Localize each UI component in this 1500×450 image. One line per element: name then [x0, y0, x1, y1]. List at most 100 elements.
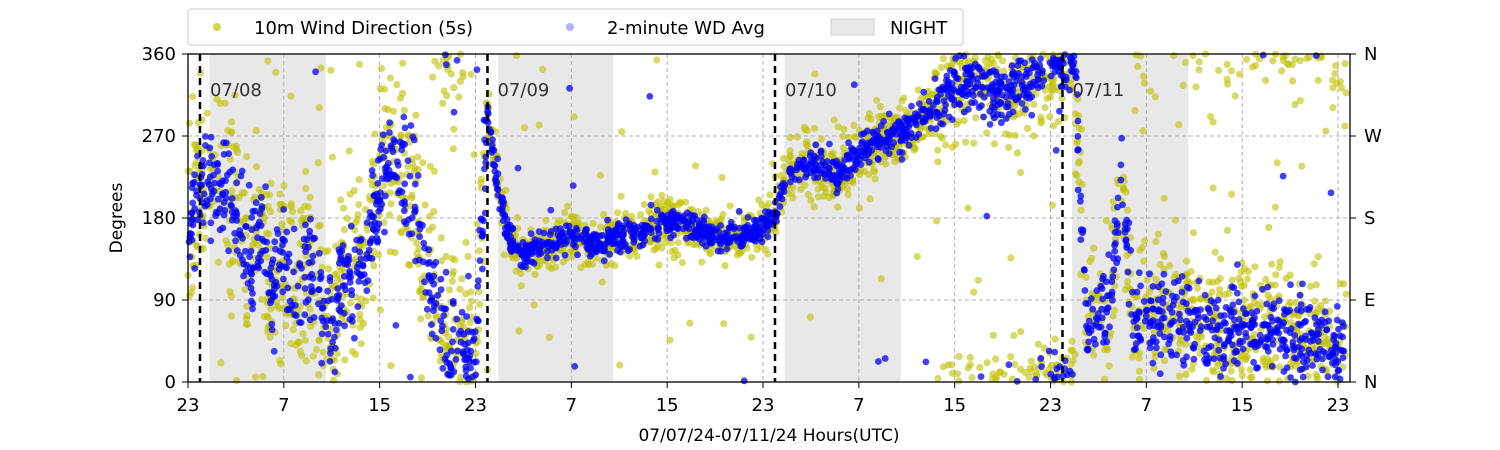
- point-wd5s-1956: [1124, 206, 1132, 214]
- point-wd2m-635: [1005, 361, 1013, 369]
- point-wd5s-1174: [1176, 372, 1184, 380]
- point-wd5s-1721: [1278, 67, 1286, 75]
- point-wd5s-2314: [327, 325, 335, 333]
- point-wd5s-544: [414, 153, 422, 161]
- x-tick-label-2: 15: [368, 395, 391, 416]
- point-wd2m-1392: [1069, 371, 1076, 378]
- point-wd2m-1895: [800, 165, 808, 173]
- point-wd2m-1253: [1314, 337, 1322, 345]
- point-wd5s-1851: [242, 214, 250, 222]
- point-wd2m-1705: [897, 125, 905, 133]
- point-wd2m-1885: [348, 317, 356, 325]
- point-wd2m-1437: [396, 138, 404, 146]
- point-wd2m-1288: [1129, 332, 1137, 339]
- point-wd5s-179: [804, 191, 812, 199]
- point-wd2m-2013: [476, 226, 483, 234]
- point-wd2m-2171: [863, 127, 871, 135]
- point-wd5s-2529: [1189, 52, 1197, 60]
- point-wd2m-2028: [877, 122, 885, 130]
- point-wd5s-2463: [249, 241, 257, 249]
- x-tick-label-1: 7: [278, 395, 289, 416]
- point-wd2m-25: [280, 275, 287, 283]
- point-wd5s-684: [266, 191, 274, 199]
- point-wd5s-2061: [451, 256, 459, 264]
- point-wd2m-367: [440, 312, 448, 319]
- point-wd5s-711: [1206, 113, 1215, 121]
- point-wd5s-2383: [459, 69, 467, 77]
- point-wd5s-1813: [298, 352, 306, 360]
- point-wd2m-494: [986, 121, 994, 128]
- point-wd5s-1487: [651, 168, 659, 176]
- point-wd2m-2059: [309, 275, 317, 282]
- point-wd5s-1824: [1037, 119, 1045, 127]
- point-wd5s-1547: [618, 128, 626, 136]
- point-wd2m-2184: [1179, 324, 1187, 331]
- point-wd5s-1938: [698, 258, 706, 266]
- point-wd2m-1017: [323, 317, 331, 324]
- point-wd2m-1207: [1268, 363, 1276, 370]
- point-wd2m-1607: [270, 347, 278, 355]
- point-wd2m-352: [315, 300, 322, 308]
- point-wd2m-1989: [1130, 346, 1138, 353]
- point-wd5s-2486: [397, 131, 405, 139]
- point-wd2m-1687: [196, 181, 204, 188]
- point-wd5s-1621: [650, 246, 658, 254]
- point-wd2m-2123: [490, 161, 498, 169]
- point-wd2m-2020: [1168, 309, 1176, 316]
- point-wd2m-1389: [306, 316, 314, 324]
- point-wd2m-2186: [1266, 325, 1274, 333]
- point-wd2m-183: [268, 326, 276, 334]
- point-wd5s-2411: [273, 302, 281, 310]
- point-wd2m-2077: [191, 265, 199, 272]
- point-wd5s-2188: [1101, 346, 1109, 354]
- point-wd2m-1730: [1005, 78, 1013, 86]
- point-wd5s-787: [1303, 54, 1311, 63]
- point-wd5s-2336: [953, 120, 961, 128]
- point-wd5s-2557: [1298, 162, 1306, 170]
- point-wd5s-2492: [287, 340, 295, 348]
- point-wd2m-1741: [1135, 332, 1143, 340]
- point-wd5s-2204: [1075, 159, 1083, 167]
- point-wd2m-1523: [449, 326, 457, 333]
- point-wd5s-2503: [810, 124, 819, 132]
- point-wd2m-2076: [977, 90, 984, 98]
- x-tick-label-8: 15: [943, 395, 966, 416]
- point-wd2m-1448: [907, 129, 915, 137]
- point-wd2m-2093: [657, 218, 664, 226]
- point-wd2m-396: [207, 219, 215, 227]
- point-wd2m-2136: [1208, 326, 1216, 334]
- point-wd5s-1973: [1105, 362, 1113, 370]
- point-wd5s-301: [855, 204, 864, 212]
- point-wd2m-816: [496, 205, 503, 213]
- point-wd2m-1814: [894, 118, 902, 126]
- point-wd5s-2231: [1110, 306, 1118, 314]
- point-wd5s-2169: [1193, 284, 1201, 292]
- point-wd5s-1322: [189, 93, 197, 101]
- point-wd2m-2178: [408, 214, 416, 222]
- point-wd5s-987: [301, 336, 309, 344]
- point-wd2m-357: [208, 153, 216, 160]
- point-wd2m-1362: [276, 261, 283, 268]
- point-wd2m-235: [600, 257, 608, 265]
- point-wd5s-492: [1134, 62, 1142, 70]
- point-wd2m-1887: [820, 170, 828, 178]
- point-wd5s-2579: [1314, 253, 1322, 261]
- point-wd5s-218: [570, 113, 578, 121]
- point-wd5s-2086: [1181, 340, 1189, 348]
- point-wd5s-123: [456, 285, 464, 293]
- point-wd2m-1678: [800, 156, 808, 164]
- point-wd2m-2181: [1150, 305, 1157, 313]
- point-wd5s-1907: [231, 91, 239, 99]
- point-wd2m-1155: [199, 219, 207, 227]
- point-wd5s-1476: [992, 375, 1000, 383]
- point-wd5s-1640: [658, 244, 666, 252]
- point-wd2m-1732: [1278, 322, 1286, 329]
- point-wd2m-323: [1081, 287, 1089, 294]
- point-wd2m-1762: [1125, 300, 1133, 308]
- point-wd2m-185: [392, 322, 400, 329]
- point-wd5s-512: [203, 109, 211, 117]
- point-wd5s-809: [1231, 92, 1239, 100]
- point-wd5s-1703: [914, 86, 923, 94]
- point-wd5s-2374: [1189, 229, 1197, 237]
- point-wd5s-2019: [983, 129, 991, 137]
